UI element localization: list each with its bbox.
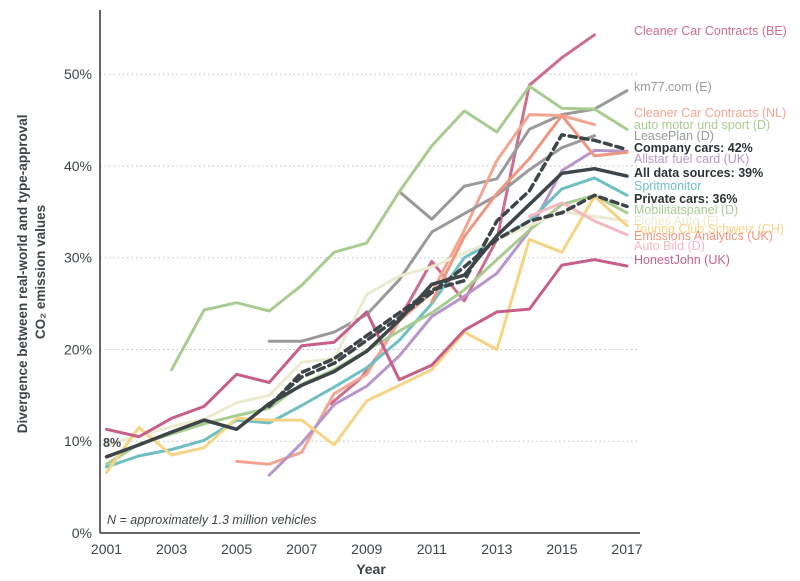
x-tick-label: 2011 bbox=[417, 541, 447, 557]
series-label-touring-club-schweiz-ch: Touring Club Schweiz (CH) bbox=[634, 222, 784, 236]
x-axis-title: Year bbox=[356, 561, 386, 577]
sample-size-footnote: N = approximately 1.3 million vehicles bbox=[107, 513, 316, 527]
x-tick-label: 2015 bbox=[546, 541, 577, 557]
series-label-spritmonitor: Spritmonitor bbox=[634, 179, 701, 193]
x-tick-label: 2013 bbox=[481, 541, 512, 557]
y-tick-label: 20% bbox=[64, 341, 92, 357]
y-tick-labels: 0% 10% 20% 30% 40% 50% bbox=[64, 66, 92, 541]
series-line-honestjohn-uk bbox=[105, 258, 629, 439]
x-tick-labels: 2001 2003 2005 2007 2009 2011 2013 2015 2017 bbox=[91, 541, 643, 557]
series-label-km77-com-e: km77.com (E) bbox=[634, 80, 712, 94]
series-label-cleaner-car-contracts-be: Cleaner Car Contracts (BE) bbox=[634, 24, 787, 38]
series-label-fiches-auto-f: Fiches Auto (F) bbox=[634, 214, 719, 228]
series-label-company-cars: Company cars: 42% bbox=[634, 141, 753, 155]
x-tick-label: 2009 bbox=[351, 541, 382, 557]
series-line-company-cars bbox=[267, 133, 629, 409]
series-label-honestjohn-uk: HonestJohn (UK) bbox=[634, 253, 730, 267]
series-line-cleaner-car-contracts-nl bbox=[235, 113, 596, 466]
series-label-cleaner-car-contracts-nl: Cleaner Car Contracts (NL) bbox=[634, 106, 786, 120]
y-axis-title: Divergence between real-world and type-a… bbox=[15, 111, 48, 434]
series-label-all-data-sources: All data sources: 39% bbox=[634, 166, 763, 180]
x-tick-label: 2001 bbox=[91, 541, 122, 557]
series-line-leaseplan-d bbox=[267, 134, 596, 343]
series-labels: Cleaner Car Contracts (BE) km77.com (E) Cl… bbox=[634, 24, 787, 267]
series-line-fiches-auto-f bbox=[105, 210, 629, 447]
series-label-auto-motor-und-sport-d: auto motor und sport (D) bbox=[634, 118, 770, 132]
series-line-private-cars bbox=[267, 193, 629, 407]
gridlines bbox=[100, 73, 640, 442]
series-line-touring-club-schweiz-ch bbox=[105, 194, 629, 474]
series-lines bbox=[104, 33, 629, 477]
series-line-auto-motor-und-sport-d bbox=[170, 84, 629, 372]
series-label-auto-bild-d: Auto Bild (D) bbox=[634, 239, 705, 253]
series-line-auto-bild-d bbox=[527, 201, 629, 237]
y-tick-label: 0% bbox=[72, 525, 92, 541]
x-tick-label: 2017 bbox=[611, 541, 642, 557]
series-line-allstar-fuel-card-uk bbox=[267, 148, 629, 477]
y-tick-label: 40% bbox=[64, 158, 92, 174]
series-label-allstar-fuel-card-uk: Allstar fuel card (UK) bbox=[634, 152, 749, 166]
start-value-label: 8% bbox=[103, 436, 121, 450]
x-tick-label: 2005 bbox=[221, 541, 252, 557]
series-label-mobilit-tspanel-d: Mobilitätspanel (D) bbox=[634, 203, 738, 217]
series-label-emissions-analytics-uk: Emissions Analytics (UK) bbox=[634, 229, 773, 243]
x-tick-label: 2003 bbox=[156, 541, 187, 557]
series-label-private-cars: Private cars: 36% bbox=[634, 192, 738, 206]
series-label-leaseplan-d: LeasePlan (D) bbox=[634, 129, 714, 143]
series-line-emissions-analytics-uk bbox=[430, 114, 629, 304]
y-tick-label: 10% bbox=[64, 433, 92, 449]
series-line-all-data-sources bbox=[104, 166, 629, 459]
y-axis-title-line2: CO₂ emission values bbox=[33, 205, 48, 339]
y-axis-title-line1: Divergence between real-world and type-a… bbox=[15, 114, 30, 433]
x-tick-label: 2007 bbox=[286, 541, 317, 557]
y-tick-label: 30% bbox=[64, 250, 92, 266]
y-tick-label: 50% bbox=[64, 66, 92, 82]
